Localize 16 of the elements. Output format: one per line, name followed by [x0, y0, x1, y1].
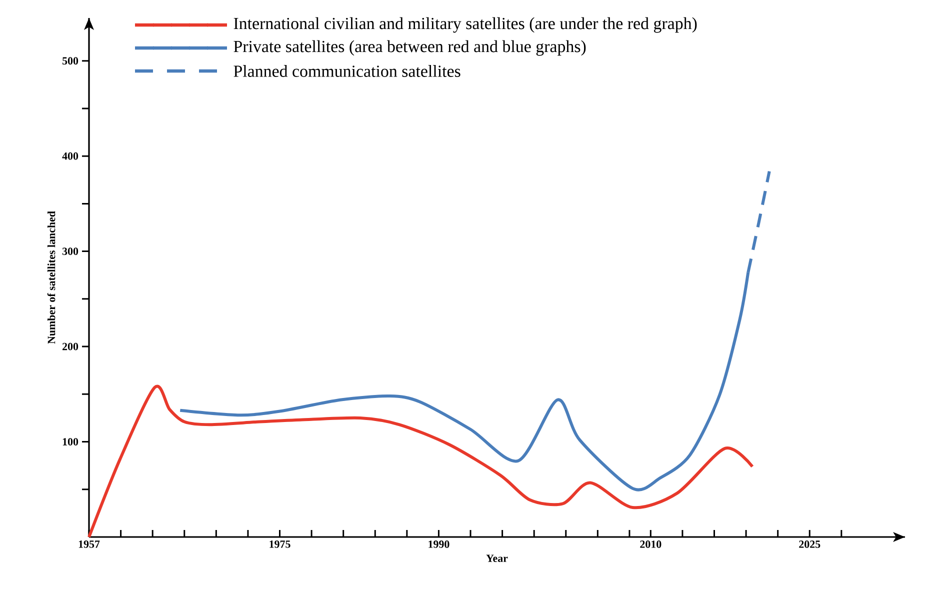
legend-label: Private satellites (area between red and blue graphs)	[234, 40, 586, 56]
x-axis-title: Year	[486, 554, 508, 562]
y-tick-label: 100	[62, 438, 78, 446]
legend-label: Planned communication satellites	[234, 65, 460, 77]
y-tick-label: 400	[62, 152, 78, 160]
x-tick-label: 1975	[270, 540, 290, 548]
line-series	[88, 386, 754, 538]
y-tick-label: 200	[62, 342, 78, 350]
y-tick-label: 300	[62, 248, 78, 256]
y-axis-title: Number of satellites lanched	[47, 211, 56, 344]
x-tick-label: 1957	[78, 540, 100, 548]
legend-label: International civilian and military satellites (are under the red graph)	[234, 17, 697, 33]
x-tick-label: 2025	[799, 540, 820, 548]
x-tick-label: 1990	[428, 540, 450, 548]
x-tick-label: 2010	[640, 540, 662, 548]
y-tick-label: 500	[62, 57, 78, 65]
